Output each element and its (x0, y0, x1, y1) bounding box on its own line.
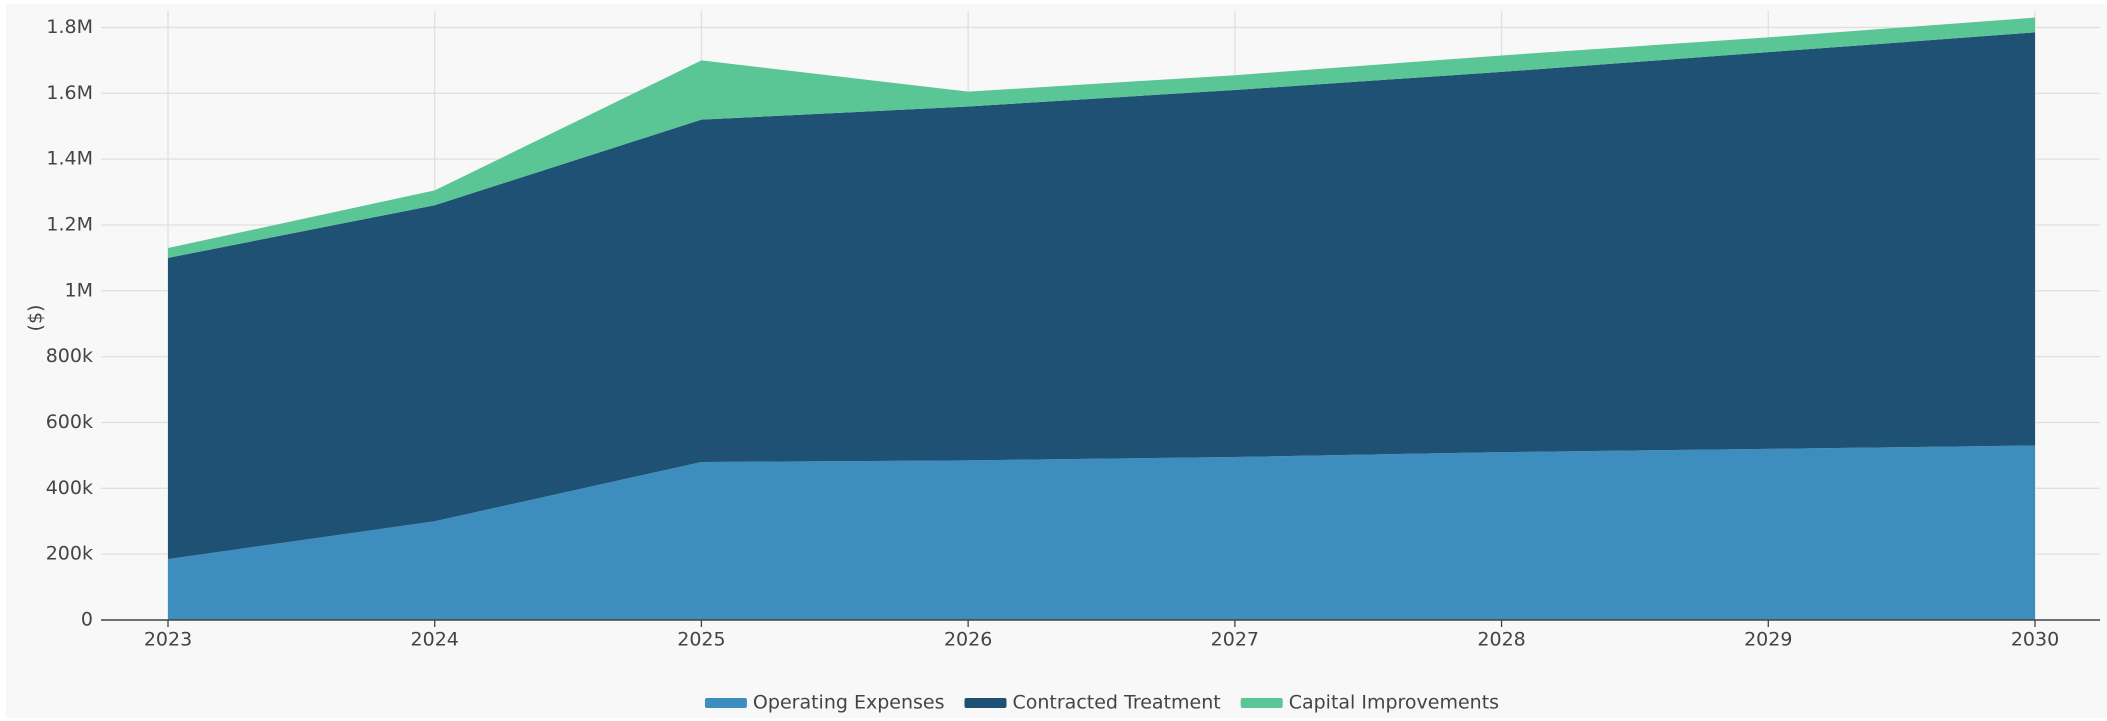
y-axis-title: ($) (25, 305, 47, 332)
legend-swatch (964, 698, 1007, 708)
y-tick-label: 800k (46, 345, 93, 367)
y-tick-label: 200k (46, 543, 93, 565)
y-tick-label: 0 (81, 609, 93, 631)
x-tick-label: 2023 (144, 629, 192, 651)
y-tick-label: 1.2M (46, 213, 93, 235)
y-tick-label: 600k (46, 411, 93, 433)
legend-swatch (704, 698, 747, 708)
x-tick-label: 2027 (1211, 629, 1259, 651)
y-tick-label: 1.8M (46, 16, 93, 38)
legend-label: Capital Improvements (1289, 692, 1499, 714)
y-tick-label: 1.4M (46, 148, 93, 170)
legend-label: Operating Expenses (753, 692, 945, 714)
y-tick-label: 1.6M (46, 82, 93, 104)
area (168, 32, 2035, 560)
legend: Operating Expenses Contracted Treatment Ca… (704, 692, 1499, 714)
x-tick-label: 2029 (1744, 629, 1792, 651)
x-tick-label: 2026 (944, 629, 992, 651)
x-tick-label: 2030 (2011, 629, 2059, 651)
y-tick-label: 1M (65, 279, 93, 301)
x-tick-label: 2028 (1477, 629, 1525, 651)
area (168, 17, 2035, 258)
y-tick-label: 400k (46, 477, 93, 499)
x-tick-label: 2025 (677, 629, 725, 651)
legend-swatch (1240, 698, 1283, 708)
area (168, 445, 2035, 620)
legend-label: Contracted Treatment (1012, 692, 1220, 714)
x-tick-label: 2024 (411, 629, 459, 651)
